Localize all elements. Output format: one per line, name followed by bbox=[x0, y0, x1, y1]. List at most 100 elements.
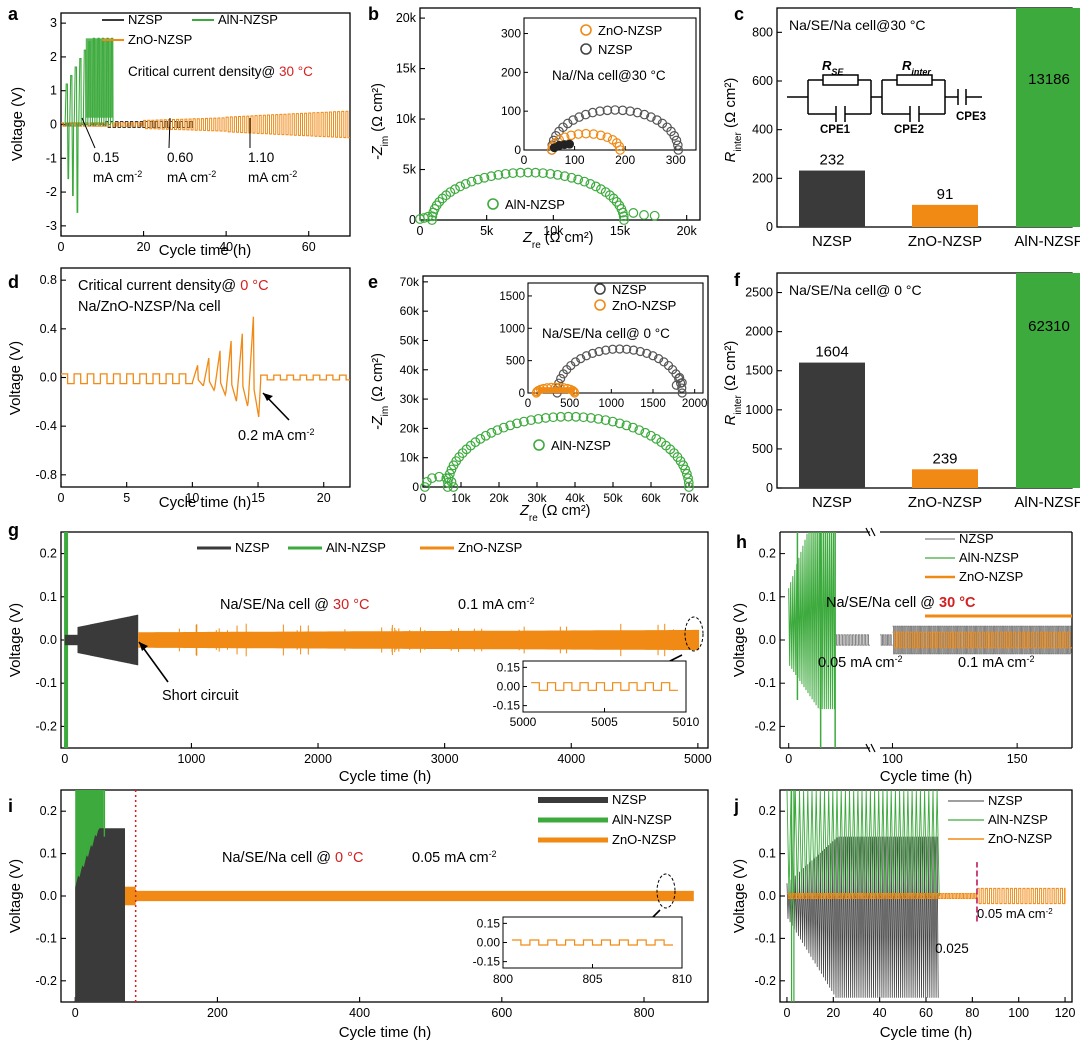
x-tick-label: 20 bbox=[826, 1006, 840, 1020]
inset-point-nzsp bbox=[628, 345, 639, 355]
x-label-symbol: Z bbox=[519, 503, 530, 519]
x-tick-label: 0 bbox=[785, 752, 792, 766]
legend-label: ZnO-NZSP bbox=[128, 32, 192, 47]
y-tick-label: 600 bbox=[752, 74, 773, 88]
y-tick-label: 1 bbox=[50, 84, 57, 98]
annotation-unit: mA cm-2 bbox=[93, 169, 142, 185]
annotation-value: 0.15 bbox=[93, 150, 119, 165]
circuit-label-cpe3: CPE3 bbox=[956, 111, 986, 123]
x-axis-label: Zre (Ω cm²) bbox=[522, 230, 593, 251]
x-axis-label: Cycle time (h) bbox=[339, 1024, 432, 1041]
inset-frame bbox=[523, 17, 697, 151]
y-label-symbol: -Z bbox=[370, 415, 386, 430]
inset-point-nzsp bbox=[610, 105, 620, 115]
category-label: ZnO-NZSP bbox=[908, 494, 982, 511]
inset-x-tick-label: 0 bbox=[521, 153, 528, 167]
y-tick-label: -3 bbox=[46, 219, 57, 233]
data-point-aln-hf bbox=[446, 476, 457, 487]
x-tick-label: 200 bbox=[207, 1006, 228, 1020]
y-label-symbol: R bbox=[722, 415, 739, 426]
bar-zno-nzsp bbox=[912, 204, 978, 227]
y-tick-label: -0.2 bbox=[754, 719, 776, 733]
circuit-label-cpe2: CPE2 bbox=[894, 124, 924, 136]
data-point-aln bbox=[450, 184, 460, 195]
inset-point-nzsp bbox=[608, 344, 618, 354]
x-tick-label: 0 bbox=[58, 240, 65, 254]
x-tick-label: 60k bbox=[641, 491, 661, 505]
x-tick-label: 600 bbox=[491, 1006, 512, 1020]
annotation-current: 0.1 mA cm-2 bbox=[958, 654, 1035, 671]
inset-x-tick-label: 5000 bbox=[510, 715, 537, 729]
axes-e: 0 10k 20k 30k 40k 50k 60k 70k 0 10k 20k 30k 40k 50k 60… bbox=[370, 275, 709, 524]
panel-letter-i: i bbox=[8, 796, 13, 816]
inset-e: 0 500 1000 1500 2000 0 500 1000 1500 NZSPZnO-NZSP… bbox=[499, 282, 707, 410]
data-point-aln bbox=[586, 413, 596, 423]
inset-x-tick-label: 1000 bbox=[599, 398, 625, 410]
inset-point-nzsp bbox=[673, 145, 684, 155]
inset-point-zno bbox=[602, 132, 613, 143]
inset-point-nzsp bbox=[574, 112, 584, 122]
unit-superscript: -2 bbox=[208, 169, 216, 179]
data-point-aln bbox=[480, 430, 491, 441]
inset-title: Na//Na cell@30 °C bbox=[552, 68, 666, 83]
x-tick-label: 60 bbox=[302, 240, 316, 254]
y-tick-label: 0 bbox=[766, 481, 773, 495]
inset-b: 0 100 200 300 0 100 200 300 ZnO-NZSP NZSP Na//Na c… bbox=[501, 17, 697, 167]
x-tick-label: 40k bbox=[565, 491, 585, 505]
annotation-current: 0.2 mA cm-2 bbox=[238, 427, 315, 444]
inset-title: Na/SE/Na cell@ 0 °C bbox=[542, 326, 670, 341]
y-tick-label: 5k bbox=[403, 163, 417, 177]
axes-f: 0 500 1000 1500 2000 2500 1604 NZSP 239 ZnO-NZSP 6… bbox=[722, 272, 1080, 511]
x-tick-label: 10 bbox=[185, 491, 199, 505]
resistor-r1 bbox=[822, 74, 859, 86]
r-subscript: SE bbox=[831, 67, 844, 77]
y-axis-label: Rinter (Ω cm²) bbox=[722, 78, 744, 163]
data-point-aln bbox=[593, 413, 604, 424]
inset-point-zno bbox=[588, 129, 599, 139]
y-tick-label: 800 bbox=[752, 25, 773, 39]
x-tick-label: 20k bbox=[677, 224, 698, 238]
x-tick-label: 100 bbox=[1008, 1006, 1029, 1020]
inset-point-nzsp bbox=[595, 106, 605, 116]
legend-label: NZSP bbox=[128, 12, 163, 27]
data-point-aln bbox=[573, 174, 584, 185]
data-point-aln bbox=[455, 181, 466, 192]
x-tick-label: 100 bbox=[882, 752, 903, 766]
current-text: 0.1 mA cm bbox=[458, 597, 527, 613]
axes-g: 0 1000 2000 3000 4000 5000 -0.2 -0.1 0.0 0.1 0.2 NZ… bbox=[7, 531, 712, 785]
panel-d-title: Critical current density@ 0 °C bbox=[78, 278, 269, 294]
y-tick-label: -0.1 bbox=[754, 676, 776, 690]
annotation-text: 0.05 mA cm bbox=[977, 906, 1046, 921]
inset-y-tick-label: 0.15 bbox=[497, 660, 521, 674]
inset-point-zno bbox=[581, 128, 591, 139]
annotation-current: 0.05 mA cm-2 bbox=[818, 654, 903, 671]
category-label: NZSP bbox=[812, 494, 852, 511]
y-tick-label: 200 bbox=[752, 171, 773, 185]
resistor-r2 bbox=[896, 74, 933, 86]
inset-x-tick-label: 1500 bbox=[640, 398, 666, 410]
inset-point-nzsp bbox=[601, 345, 611, 355]
data-point-aln bbox=[515, 167, 526, 178]
axis-break bbox=[865, 527, 876, 753]
bar-aln-nzsp bbox=[1016, 273, 1080, 488]
y-tick-label: 0.0 bbox=[40, 889, 57, 903]
y-tick-label: 0 bbox=[409, 213, 416, 227]
inset-y-tick-label: 0.15 bbox=[477, 916, 501, 930]
title-text: Critical current density@ bbox=[128, 64, 279, 79]
y-axis-label: Voltage (V) bbox=[7, 859, 24, 933]
x-tick-label: 60 bbox=[919, 1006, 933, 1020]
legend-label: NZSP bbox=[988, 793, 1023, 808]
bar-nzsp bbox=[799, 170, 865, 227]
arrow-head bbox=[263, 393, 273, 401]
legend-label: ZnO-NZSP bbox=[988, 831, 1052, 846]
inset-x-tick-label: 5005 bbox=[591, 715, 618, 729]
inset-point-nzsp bbox=[642, 348, 652, 358]
inset-point-nzsp bbox=[587, 107, 598, 118]
y-label-subscript: im bbox=[380, 406, 391, 417]
circuit-label-r1: RSE bbox=[822, 58, 844, 77]
data-point-aln bbox=[512, 418, 522, 429]
axes-c: 0 200 400 600 800 232 NZSP 91 ZnO-NZSP 13186 AlN-N… bbox=[722, 7, 1080, 250]
y-label-subscript: im bbox=[380, 136, 391, 147]
panel-title: Na/SE/Na cell@ 0 °C bbox=[789, 282, 922, 298]
inset-point-nzsp bbox=[669, 131, 679, 141]
